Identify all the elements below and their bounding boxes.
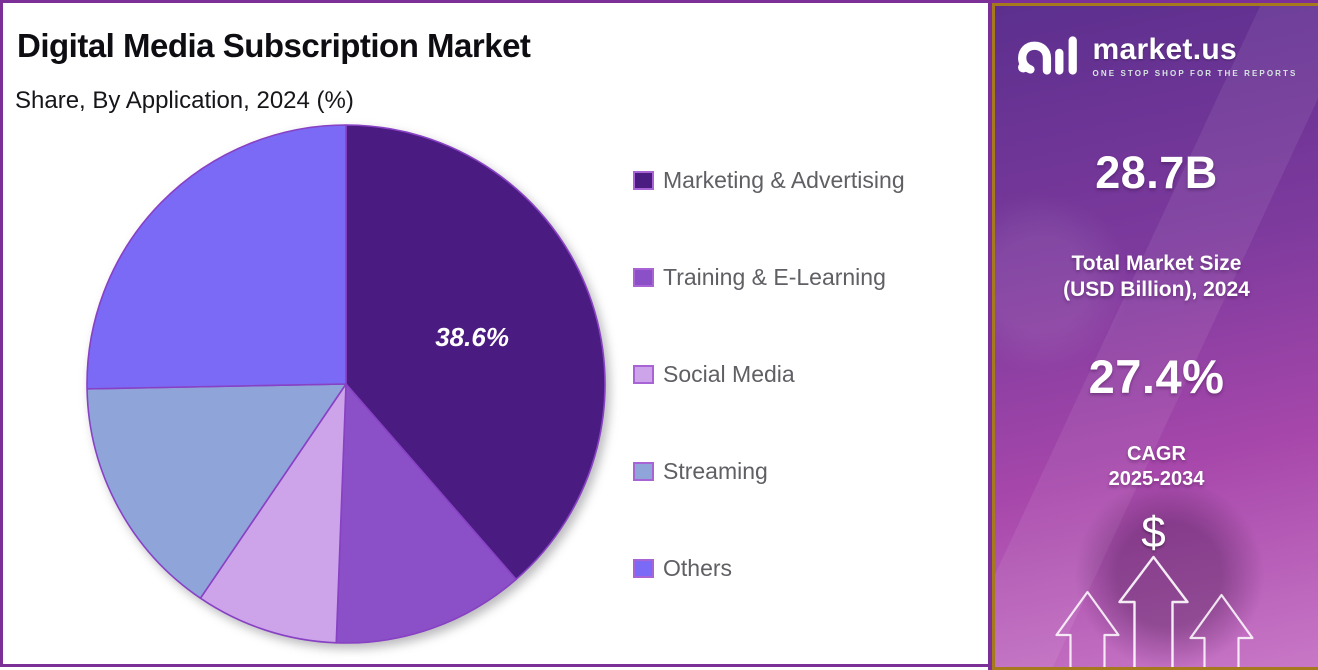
- pie-slice-streaming: [86, 383, 347, 600]
- cagr-label: CAGR 2025-2034: [995, 442, 1318, 492]
- logo: market.us ONE STOP SHOP FOR THE REPORTS: [995, 32, 1318, 80]
- logo-name: market.us: [1092, 32, 1237, 66]
- dollar-icon: $: [1141, 508, 1165, 557]
- legend-label: Social Media: [663, 360, 795, 387]
- logo-tagline: ONE STOP SHOP FOR THE REPORTS: [1092, 68, 1298, 78]
- market-size-label-line1: Total Market Size: [1071, 252, 1242, 275]
- pie-slice-label: 38.6%: [435, 322, 509, 352]
- legend-label: Marketing & Advertising: [663, 166, 905, 193]
- legend-item-social-media: Social Media: [633, 360, 905, 388]
- legend-item-training: Training & E-Learning: [633, 263, 905, 291]
- pie-slice-social-media: [199, 383, 347, 644]
- legend-swatch-streaming: [633, 461, 654, 481]
- legend-item-others: Others: [633, 554, 905, 582]
- legend-label: Streaming: [663, 457, 768, 484]
- brand-sidebar-inner: market.us ONE STOP SHOP FOR THE REPORTS …: [992, 3, 1318, 670]
- cagr-label-line2: 2025-2034: [1108, 468, 1205, 490]
- legend-swatch-training: [633, 267, 654, 287]
- page-title: Digital Media Subscription Market: [17, 27, 531, 64]
- growth-arrows-icon: $: [1055, 508, 1254, 667]
- pie-chart: 38.6%: [86, 124, 606, 644]
- pie-slice-marketing-advertising: [345, 124, 606, 581]
- marketus-logo-icon: [1017, 36, 1077, 75]
- market-size-value: 28.7B: [1095, 147, 1218, 198]
- legend-swatch-others: [633, 558, 654, 578]
- brand-sidebar: market.us ONE STOP SHOP FOR THE REPORTS …: [988, 3, 1318, 670]
- chart-subtitle: Share, By Application, 2024 (%): [15, 87, 354, 114]
- legend-item-marketing: Marketing & Advertising: [633, 166, 905, 194]
- pie-slice-others: [86, 124, 347, 390]
- cagr-value: 27.4%: [1088, 350, 1225, 403]
- market-size-label: Total Market Size (USD Billion), 2024: [995, 251, 1318, 304]
- cagr-label-line1: CAGR: [1127, 443, 1186, 465]
- legend-label: Others: [663, 554, 733, 581]
- pie-slice-training-e-learning: [335, 383, 517, 644]
- legend-label: Training & E-Learning: [663, 263, 886, 290]
- chart-area: Digital Media Subscription Market Share,…: [3, 3, 988, 664]
- legend-swatch-social-media: [633, 364, 654, 384]
- logo-text-block: market.us ONE STOP SHOP FOR THE REPORTS: [1092, 32, 1298, 78]
- legend-item-streaming: Streaming: [633, 457, 905, 485]
- market-size-label-line2: (USD Billion), 2024: [1063, 278, 1250, 302]
- pie-legend: Marketing & Advertising Training & E-Lea…: [633, 166, 905, 651]
- legend-swatch-marketing: [633, 170, 654, 190]
